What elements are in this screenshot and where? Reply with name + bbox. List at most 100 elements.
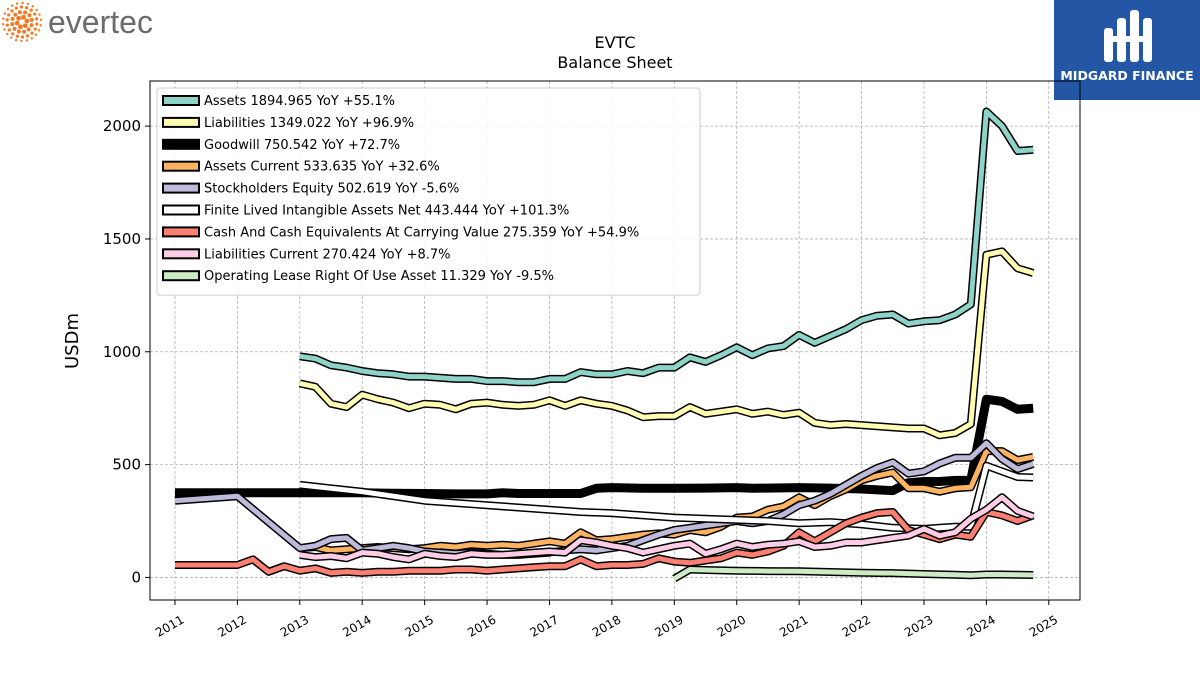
legend-swatch <box>162 116 200 128</box>
logo-dot <box>11 32 15 36</box>
logo-dot <box>15 2 19 5</box>
series-line-core <box>299 248 1034 438</box>
legend-label: Liabilities 1349.022 YoY +96.9% <box>204 116 414 131</box>
legend-item: Operating Lease Right Of Use Asset 11.32… <box>162 269 554 284</box>
y-tick-label: 1500 <box>103 230 141 248</box>
logo-dot <box>35 8 38 12</box>
logo-dot <box>29 23 34 28</box>
series-line-core <box>299 494 1035 562</box>
logo-dot <box>22 29 27 34</box>
series-line-core <box>175 509 1035 576</box>
legend-label: Goodwill 750.542 YoY +72.7% <box>204 138 400 153</box>
logo-dot <box>27 13 32 18</box>
logo-dot <box>30 37 34 40</box>
x-tick-label: 2025 <box>1027 612 1060 639</box>
x-tick-label: 2014 <box>340 612 373 639</box>
y-axis: 0 500 1000 1500 2000 <box>103 117 150 586</box>
logo-dot <box>14 20 20 26</box>
x-axis: 2011 2012 2013 2014 2015 2016 2017 2018 2019 2020… <box>153 600 1060 640</box>
evertec-logo-graphic: evertec <box>1 1 153 43</box>
logo-dot <box>35 17 39 21</box>
legend-label: Assets Current 533.635 YoY +32.6% <box>204 160 440 175</box>
x-tick-label: 2013 <box>278 612 311 639</box>
logo-dot <box>33 12 37 16</box>
series-line <box>175 394 1034 499</box>
legend-swatch <box>162 248 200 260</box>
logo-dot <box>26 27 31 32</box>
x-tick-label: 2018 <box>590 612 623 639</box>
logo-dot <box>26 34 30 38</box>
logo-dot <box>39 24 42 27</box>
logo-dot <box>6 32 9 36</box>
series-line <box>672 565 1034 583</box>
midgard-finance-logo-text: MIDGARD FINANCE <box>1060 68 1194 83</box>
logo-dot <box>16 15 22 21</box>
logo-dot <box>10 36 13 39</box>
logo-dot <box>10 9 14 13</box>
logo-dot <box>7 13 11 17</box>
series-line <box>298 247 1035 440</box>
logo-dot <box>2 17 5 20</box>
legend-item: Assets Current 533.635 YoY +32.6% <box>162 160 440 175</box>
logo-dot <box>25 39 29 42</box>
logo-dot <box>10 16 15 21</box>
logo-dot <box>29 8 33 12</box>
legend-swatch <box>162 95 200 106</box>
y-tick-label: 1000 <box>103 343 141 361</box>
logo-dot <box>10 22 15 27</box>
logo-dot <box>6 7 10 11</box>
logo-dot <box>12 26 17 31</box>
logo-dot <box>17 10 22 15</box>
chart-legend: Assets 1894.965 YoY +55.1% Liabilities 13… <box>156 87 701 296</box>
series-line <box>299 107 1034 387</box>
x-tick-label: 2016 <box>465 612 498 639</box>
logo-dot <box>14 6 18 10</box>
legend-item: Finite Lived Intangible Assets Net 443.4… <box>162 204 569 219</box>
midgard-monogram-icon <box>1104 10 1152 62</box>
legend-swatch <box>162 138 200 150</box>
x-tick-label: 2023 <box>902 612 935 639</box>
y-tick-label: 500 <box>112 456 141 474</box>
x-tick-label: 2019 <box>652 612 685 639</box>
logo-dot <box>31 5 34 8</box>
series-line <box>174 439 1035 559</box>
logo-dot <box>38 13 41 16</box>
logo-dot <box>21 14 26 20</box>
x-tick-label: 2017 <box>528 612 561 639</box>
legend-item: Stockholders Equity 502.619 YoY -5.6% <box>162 182 459 197</box>
x-tick-label: 2015 <box>403 612 436 639</box>
legend-label: Operating Lease Right Of Use Asset 11.32… <box>204 269 554 284</box>
series-line <box>175 508 1035 577</box>
logo-dot <box>5 23 9 27</box>
logo-dot <box>7 28 11 32</box>
series-lines <box>174 107 1035 583</box>
legend-label: Cash And Cash Equivalents At Carrying Va… <box>204 225 639 240</box>
legend-swatch <box>162 160 200 172</box>
logo-dot <box>14 38 18 42</box>
series-line-core <box>175 394 1034 499</box>
plot-frame <box>149 80 1081 601</box>
logo-dot <box>35 22 39 26</box>
logo-dot <box>20 39 23 43</box>
logo-dot <box>18 24 23 30</box>
x-tick-label: 2024 <box>964 612 997 639</box>
legend-label: Liabilities Current 270.424 YoY +8.7% <box>204 247 451 262</box>
logo-dot <box>10 4 14 7</box>
logo-dot <box>33 27 37 31</box>
legend-item: Liabilities 1349.022 YoY +96.9% <box>162 116 414 131</box>
logo-dot <box>13 12 18 17</box>
legend-swatch <box>162 226 200 238</box>
x-tick-label: 2022 <box>840 612 873 639</box>
legend-label: Stockholders Equity 502.619 YoY -5.6% <box>204 182 459 197</box>
x-tick-label: 2020 <box>715 612 748 639</box>
legend-item: Cash And Cash Equivalents At Carrying Va… <box>162 225 639 240</box>
chart-title: EVTC <box>594 33 635 52</box>
chart-subtitle: Balance Sheet <box>557 53 672 72</box>
logo-dot <box>3 28 6 31</box>
logo-dot <box>25 6 29 10</box>
evertec-logo-text: evertec <box>48 4 153 40</box>
y-tick-label: 2000 <box>103 117 141 135</box>
logo-dot <box>21 1 24 5</box>
logo-dot <box>22 23 28 29</box>
